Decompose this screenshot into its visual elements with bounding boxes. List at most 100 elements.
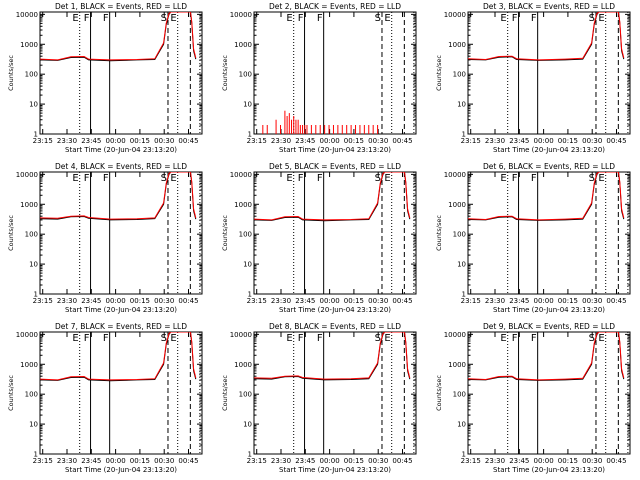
event-marker-label: E [598,13,604,24]
y-tick-label: 10000 [16,171,38,179]
x-axis-label: Start Time (20-Jun-04 23:13:20) [279,146,391,154]
event-marker-label: E [170,173,176,184]
event-marker-label: F [512,333,518,344]
y-tick-label: 1 [462,451,466,459]
x-tick-label: 23:15 [461,457,481,465]
y-tick-label: 10 [457,261,466,269]
y-tick-label: 100 [453,231,466,239]
plot-frame [467,331,631,455]
y-axis-label: Counts/sec [221,215,229,251]
lld-rate-line [468,172,625,221]
y-axis-label: Counts/sec [435,55,443,91]
x-tick-label: 23:45 [295,297,315,305]
panel-title: Det 7, BLACK = Events, RED = LLD [55,322,187,331]
x-axis-label: Start Time (20-Jun-04 23:13:20) [279,306,391,314]
panel-title: Det 6, BLACK = Events, RED = LLD [483,162,615,171]
y-tick-label: 100 [25,391,38,399]
y-tick-label: 100 [239,231,252,239]
x-tick-label: 23:15 [247,137,267,145]
x-tick-label: 23:15 [33,137,53,145]
y-tick-label: 1 [462,131,466,139]
event-marker-label: E [500,333,506,344]
y-tick-label: 100 [25,231,38,239]
x-tick-label: 00:15 [130,457,150,465]
panel-title: Det 4, BLACK = Events, RED = LLD [55,162,187,171]
panel-title: Det 2, BLACK = Events, RED = LLD [269,2,401,11]
x-tick-label: 00:00 [106,297,126,305]
x-tick-label: 00:30 [154,457,174,465]
event-marker-label: S [589,333,595,344]
x-tick-label: 23:45 [81,137,101,145]
event-marker-label: S [161,13,167,24]
y-tick-label: 1000 [448,361,466,369]
x-tick-label: 23:15 [247,297,267,305]
x-tick-label: 00:45 [392,137,412,145]
plot-frame [467,171,631,295]
x-tick-label: 00:15 [344,457,364,465]
y-tick-label: 10000 [16,11,38,19]
y-tick-label: 1000 [234,201,252,209]
x-tick-label: 23:30 [271,297,291,305]
x-axis-label: Start Time (20-Jun-04 23:13:20) [493,146,605,154]
event-marker-label: F [512,13,518,24]
x-tick-label: 23:45 [509,457,529,465]
y-axis-label: Counts/sec [7,55,15,91]
y-tick-label: 1000 [448,41,466,49]
x-tick-label: 23:30 [485,137,505,145]
x-tick-label: 23:30 [57,457,77,465]
event-marker-label: E [598,173,604,184]
x-tick-label: 23:15 [461,137,481,145]
y-tick-label: 10 [243,421,252,429]
x-tick-label: 00:45 [178,457,198,465]
panel-title: Det 1, BLACK = Events, RED = LLD [55,2,187,11]
panel-title: Det 5, BLACK = Events, RED = LLD [269,162,401,171]
event-marker-label: E [286,173,292,184]
x-tick-label: 23:30 [57,137,77,145]
x-tick-label: 00:45 [178,137,198,145]
event-marker-label: S [161,333,167,344]
y-tick-label: 1 [462,291,466,299]
y-tick-label: 10000 [444,11,466,19]
y-axis-label: Counts/sec [221,55,229,91]
x-tick-label: 23:15 [461,297,481,305]
x-tick-label: 00:45 [392,457,412,465]
event-marker-label: E [500,173,506,184]
x-tick-label: 23:15 [33,457,53,465]
event-marker-label: E [72,13,78,24]
y-tick-label: 100 [453,71,466,79]
plot-frame [39,11,203,135]
y-axis-label: Counts/sec [7,375,15,411]
event-marker-label: S [375,13,381,24]
y-tick-label: 1 [34,131,38,139]
lld-rate-line [40,12,197,61]
y-tick-label: 10000 [444,331,466,339]
y-tick-label: 10 [29,261,38,269]
x-tick-label: 00:30 [582,457,602,465]
x-tick-label: 00:30 [582,137,602,145]
plot-frame [39,171,203,295]
event-marker-label: F [531,173,537,184]
x-tick-label: 00:30 [368,297,388,305]
y-tick-label: 1 [34,451,38,459]
x-tick-label: 00:15 [558,137,578,145]
plot-frame [253,171,417,295]
x-tick-label: 00:30 [368,137,388,145]
event-marker-label: F [103,13,109,24]
series-group [468,12,625,61]
event-marker-label: S [589,173,595,184]
lld-rate-line [254,332,411,380]
event-marker-label: F [317,173,323,184]
event-marker-label: E [500,13,506,24]
y-tick-label: 1 [248,451,252,459]
x-tick-label: 23:30 [485,297,505,305]
chart-panel-2: Det 2, BLACK = Events, RED = LLD Counts/s… [221,2,417,154]
chart-panel-9: Det 9, BLACK = Events, RED = LLD Counts/s… [435,322,631,474]
x-tick-label: 00:30 [582,297,602,305]
x-tick-label: 00:30 [368,457,388,465]
series-group [40,332,197,382]
series-group [254,172,411,222]
event-marker-label: E [598,333,604,344]
chart-panel-3: Det 3, BLACK = Events, RED = LLD Counts/s… [435,2,631,154]
series-group [40,12,197,62]
